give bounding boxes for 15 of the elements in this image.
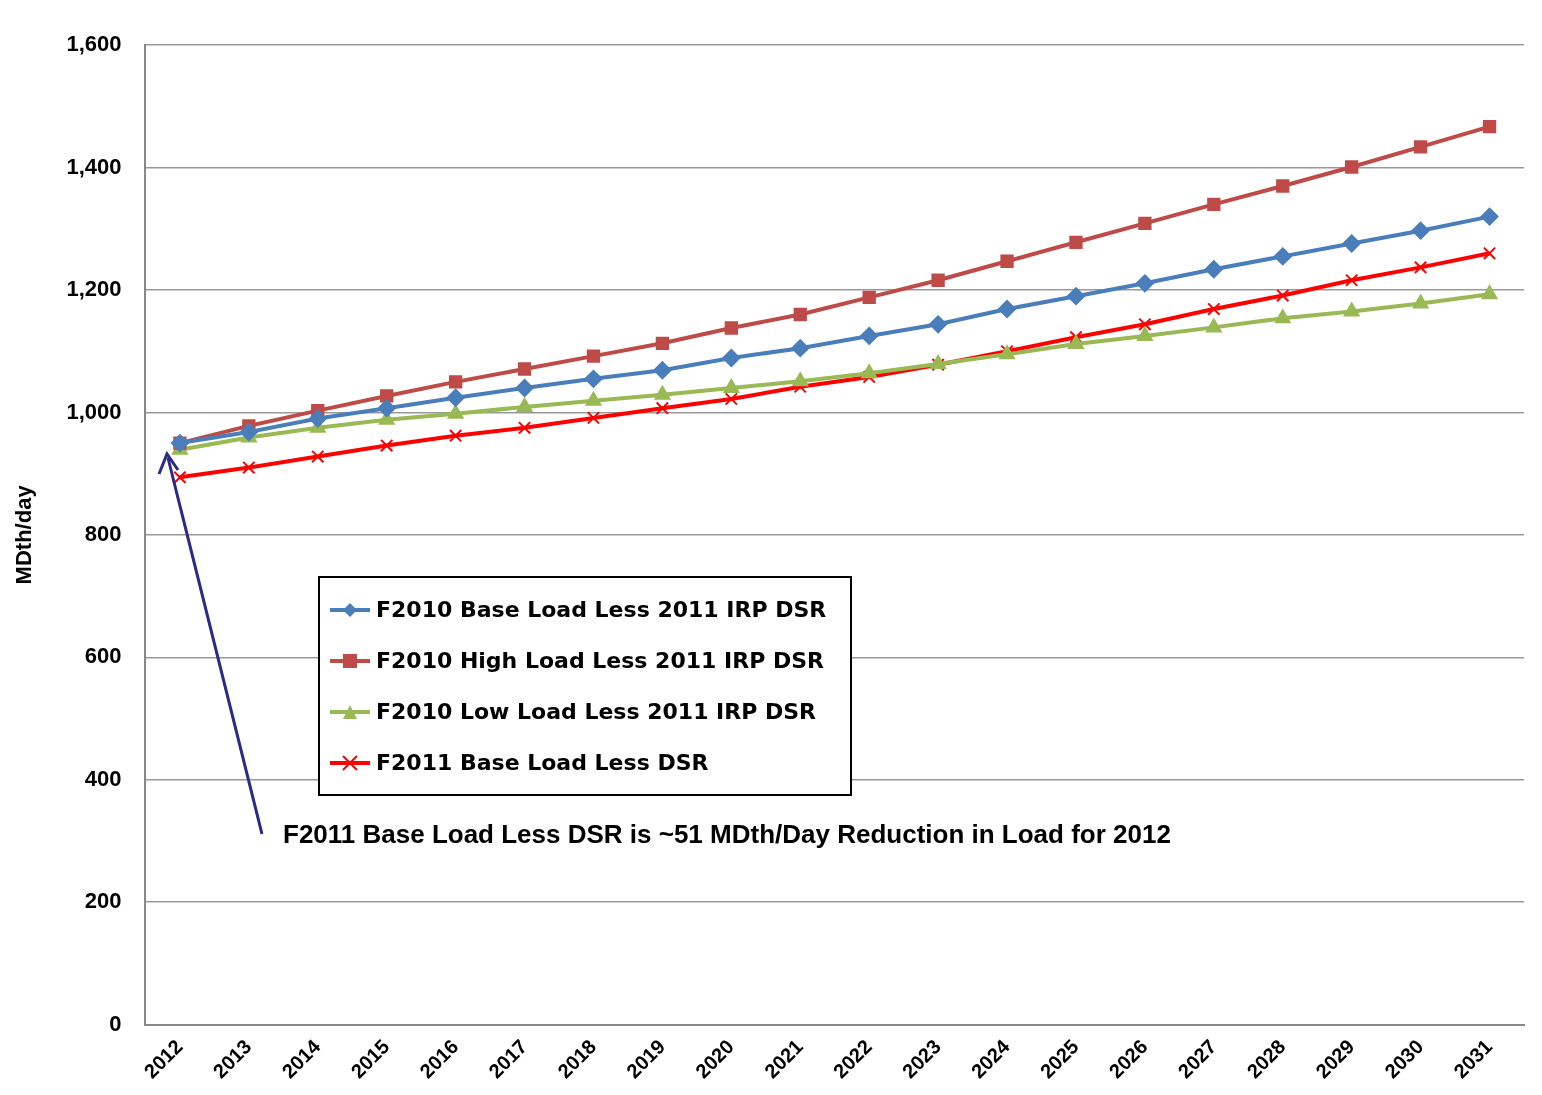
y-tick-label: 1,200 — [66, 276, 122, 302]
y-tick-label: 0 — [109, 1010, 122, 1036]
y-tick-label: 1,400 — [66, 153, 122, 179]
legend-label: F2010 Base Load Less 2011 IRP DSR — [376, 597, 827, 622]
y-axis-title: MDth/day — [11, 484, 37, 585]
y-tick-label: 600 — [84, 643, 122, 669]
y-tick-label: 1,600 — [66, 31, 122, 57]
y-tick-label: 1,000 — [66, 398, 122, 424]
annotation: F2011 Base Load Less DSR is ~51 MDth/Day Reduction in Load for 2012 — [283, 819, 1171, 850]
legend-label: F2010 High Load Less 2011 IRP DSR — [376, 648, 824, 673]
y-tick-label: 800 — [84, 520, 122, 546]
y-tick-label: 200 — [84, 888, 122, 914]
y-tick-label: 400 — [84, 765, 122, 791]
legend-label: F2010 Low Load Less 2011 IRP DSR — [376, 699, 817, 724]
legend-label: F2011 Base Load Less DSR — [376, 750, 709, 775]
